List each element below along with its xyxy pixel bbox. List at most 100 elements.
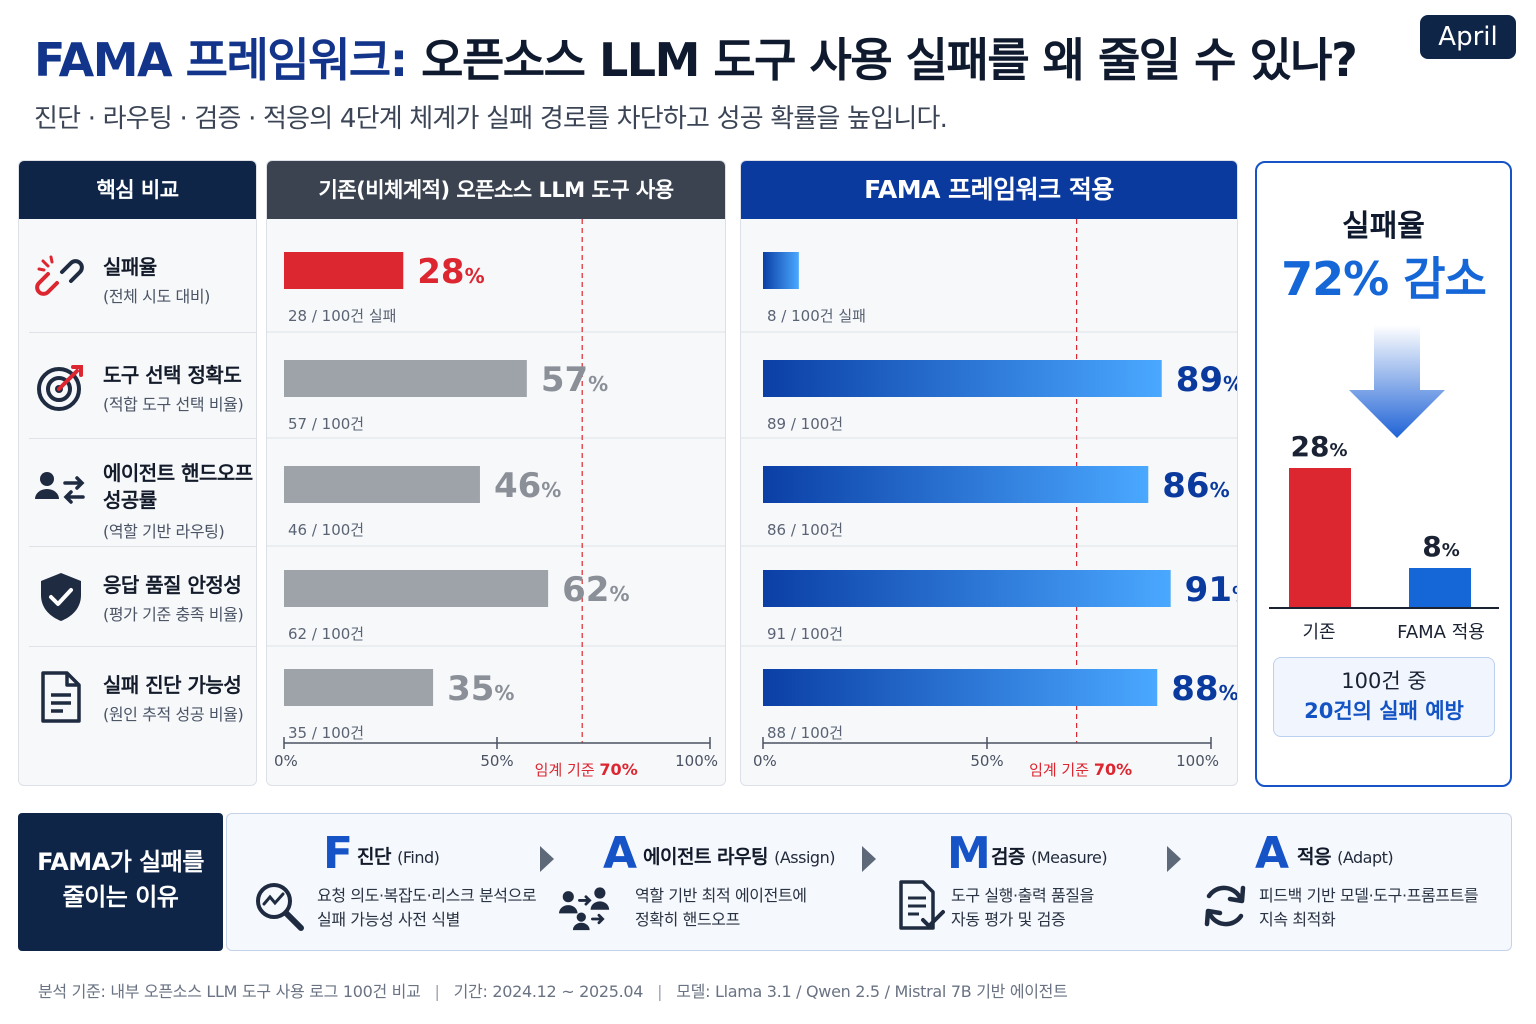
- metrics-panel: 핵심 비교 실패율 (전체 시도 대비) 도구 선택 정확도 (적합 도구 선택…: [18, 160, 257, 786]
- bar-value-unit: %: [465, 264, 485, 288]
- step-title: 에이전트 라우팅 (Assign): [643, 842, 835, 869]
- result-value: 72% 감소: [1281, 252, 1487, 306]
- bar-value-label: 8%: [1422, 530, 1460, 563]
- prevention-note: 100건 중 20건의 실패 예방: [1273, 657, 1495, 737]
- bar-value-label: 46%: [494, 466, 561, 506]
- baseline-panel-title: 기존(비체계적) 오픈소스 LLM 도구 사용: [267, 161, 725, 219]
- x-tick-label: 0%: [274, 752, 298, 770]
- metric-desc: (평가 기준 충족 비율): [103, 605, 244, 624]
- bar: [284, 252, 404, 289]
- bar-value-label: 91%: [1185, 570, 1238, 610]
- threshold-label: 임계 기준 70%: [1029, 760, 1132, 779]
- metrics-panel-title: 핵심 비교: [19, 161, 256, 219]
- bar-value-unit: %: [1329, 440, 1347, 461]
- page-subtitle: 진단 · 라우팅 · 검증 · 적응의 4단계 체계가 실패 경로를 차단하고 …: [34, 104, 948, 134]
- metric-desc: (역할 기반 라우팅): [103, 522, 225, 541]
- bar-value-label: 86%: [1162, 466, 1229, 506]
- step-title-ko: 진단: [357, 846, 391, 868]
- bar-sublabel: 91 / 100건: [767, 625, 843, 643]
- bar: [1409, 568, 1471, 608]
- step-desc-line1: 도구 실행·출력 품질을: [951, 886, 1094, 905]
- footer-separator: |: [434, 982, 440, 1001]
- result-panel: 실패율 72% 감소 28% 기존 8% FAMA 적용 100건 중 20건의 실패…: [1255, 161, 1512, 787]
- step-title: 적응 (Adapt): [1297, 842, 1394, 869]
- row-divider: [29, 646, 256, 647]
- x-tick-label: 50%: [970, 752, 1003, 770]
- bar-value-unit: %: [1442, 540, 1460, 561]
- step-desc-line2: 지속 최적화: [1259, 910, 1336, 929]
- threshold-label: 임계 기준 70%: [535, 760, 638, 779]
- step-title-ko: 검증: [991, 846, 1025, 868]
- threshold-label-text: 임계 기준: [535, 761, 600, 779]
- bar-value-unit: %: [609, 582, 629, 606]
- title-question: 오픈소스 LLM 도구 사용 실패를 왜 줄일 수 있나?: [421, 33, 1358, 87]
- bar-sublabel: 88 / 100건: [767, 724, 843, 742]
- metric-name-line2: 성공률: [103, 488, 157, 512]
- document-icon: [41, 671, 81, 723]
- bar-value-number: 86: [1162, 466, 1209, 506]
- threshold-label-value: 70%: [1094, 760, 1132, 779]
- step-title-ko: 에이전트 라우팅: [643, 846, 768, 868]
- shield-check-icon: [41, 573, 81, 621]
- fama-panel-title: FAMA 프레임워크 적용: [741, 161, 1237, 219]
- row-divider: [29, 438, 256, 439]
- bar: [284, 360, 527, 397]
- fama-panel: FAMA 프레임워크 적용 8 / 100건 실패 89 / 100건 89% 86 …: [740, 160, 1238, 786]
- bar-value-unit: %: [1210, 478, 1230, 502]
- bar-value-number: 88: [1171, 669, 1218, 709]
- fama-bar-chart: 8 / 100건 실패 89 / 100건 89% 86 / 100건 86% 91 / …: [741, 219, 1238, 779]
- handoff-icon: [35, 472, 85, 504]
- x-tick-label: 100%: [675, 752, 718, 770]
- bar-value-label: 62%: [562, 570, 629, 610]
- step-desc: 역할 기반 최적 에이전트에 정확히 핸드오프: [635, 884, 807, 932]
- step-desc-line1: 피드백 기반 모델·도구·프롬프트를: [1259, 886, 1479, 905]
- step-title-en: (Assign): [774, 848, 835, 867]
- bar-value-label: 57%: [541, 360, 608, 400]
- step-find: F 진단 (Find) 요청 의도·복잡도·리스크 분석으로 실패 가능성 사전 …: [247, 814, 557, 950]
- step-assign: A 에이전트 라우팅 (Assign) 역할 기반 최적 에이전트에 정확히 핸드…: [559, 814, 869, 950]
- bar-value-label: 88%: [1171, 669, 1238, 709]
- prevention-note-line2: 20건의 실패 예방: [1304, 699, 1464, 723]
- target-icon: [37, 365, 83, 411]
- step-measure: M 검증 (Measure) 도구 실행·출력 품질을 자동 평가 및 검증: [887, 814, 1197, 950]
- step-desc: 요청 의도·복잡도·리스크 분석으로 실패 가능성 사전 식별: [317, 884, 537, 932]
- bar: [763, 669, 1158, 706]
- bar: [284, 466, 480, 503]
- step-title: 진단 (Find): [357, 842, 440, 869]
- step-title-ko: 적응: [1297, 846, 1331, 868]
- metric-desc: (원인 추적 성공 비율): [103, 705, 244, 724]
- bar-sublabel: 8 / 100건 실패: [767, 307, 866, 325]
- row-divider: [29, 546, 256, 547]
- step-title-en: (Measure): [1031, 848, 1108, 867]
- bar-sublabel: 89 / 100건: [767, 415, 843, 433]
- bar-sublabel: 35 / 100건: [288, 724, 364, 742]
- bar-value-label: 89%: [1176, 360, 1238, 400]
- bar-value-number: 89: [1176, 360, 1223, 400]
- step-title-en: (Adapt): [1337, 848, 1394, 867]
- step-letter: A: [603, 828, 638, 879]
- month-badge: April: [1420, 15, 1516, 59]
- bar: [284, 669, 434, 706]
- step-letter: A: [1255, 828, 1290, 879]
- bar-value-unit: %: [588, 372, 608, 396]
- bar-value-number: 35: [447, 669, 494, 709]
- step-title: 검증 (Measure): [991, 842, 1108, 869]
- search-diagnosis-icon: [256, 883, 304, 931]
- bar-value-unit: %: [1219, 681, 1238, 705]
- footer-model: 모델: Llama 3.1 / Qwen 2.5 / Mistral 7B 기반…: [676, 982, 1068, 1001]
- bar-value-number: 57: [541, 360, 588, 400]
- agents-routing-icon: [559, 887, 610, 931]
- bar-value-number: 46: [494, 466, 541, 506]
- bar-value-unit: %: [1232, 582, 1238, 606]
- step-desc-line2: 자동 평가 및 검증: [951, 910, 1066, 929]
- bar: [1289, 468, 1351, 608]
- bar: [763, 570, 1171, 607]
- footer-note: 분석 기준: 내부 오픈소스 LLM 도구 사용 로그 100건 비교 | 기간: …: [38, 978, 1068, 1002]
- why-line1: FAMA가 실패를: [37, 848, 204, 876]
- refresh-icon: [1204, 885, 1246, 927]
- bar-value-unit: %: [494, 681, 514, 705]
- step-title-en: (Find): [397, 848, 440, 867]
